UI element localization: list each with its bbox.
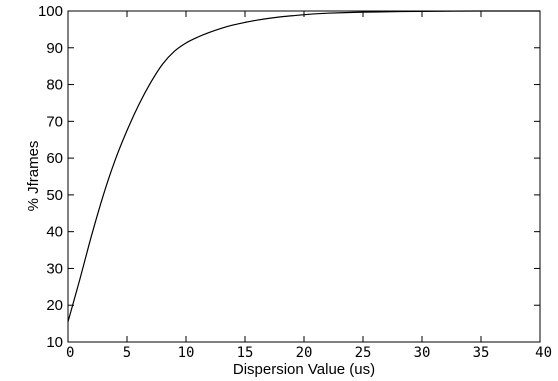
- y-tick-label: 50: [46, 187, 63, 204]
- y-tick-label: 60: [46, 150, 63, 167]
- x-tick-label: 10: [178, 345, 195, 361]
- x-tick-label: 30: [414, 345, 431, 361]
- plot-frame: [67, 10, 541, 343]
- y-tick-label: 30: [46, 260, 63, 277]
- y-tick-label: 80: [46, 77, 63, 94]
- y-tick-labels: 10 20 30 40 50 60 70 80 90 100: [38, 3, 63, 351]
- x-tick-label: 15: [237, 345, 254, 361]
- x-axis-label: Dispersion Value (us): [233, 361, 375, 378]
- y-tick-label: 10: [46, 334, 63, 351]
- x-tick-label: 25: [355, 345, 372, 361]
- y-tick-label: 90: [46, 40, 63, 57]
- x-tick-label: 35: [473, 345, 490, 361]
- x-tick-label: 5: [123, 345, 131, 361]
- x-tick-labels: 0 5 10 15 20 25 30 35 40: [66, 345, 552, 361]
- x-tick-label: 20: [296, 345, 313, 361]
- y-tick-label: 20: [46, 297, 63, 314]
- x-tick-label: 40: [535, 345, 552, 361]
- y-tick-label: 40: [46, 224, 63, 241]
- x-tick-label: 0: [66, 345, 74, 361]
- series-line: [67, 10, 541, 322]
- y-tick-label: 100: [38, 3, 63, 20]
- y-axis-label: % Jframes: [25, 141, 42, 212]
- y-tick-label: 70: [46, 113, 63, 130]
- axis-ticks: [67, 10, 541, 343]
